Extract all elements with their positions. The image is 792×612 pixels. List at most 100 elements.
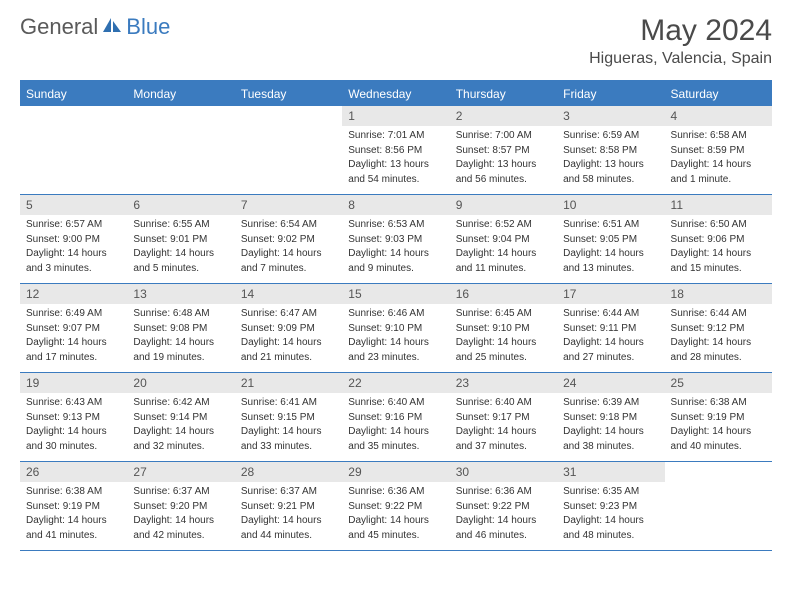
week-row: 5Sunrise: 6:57 AMSunset: 9:00 PMDaylight… xyxy=(20,195,772,284)
daylight-text: and 1 minute. xyxy=(671,173,766,187)
day-cell: 17Sunrise: 6:44 AMSunset: 9:11 PMDayligh… xyxy=(557,284,664,372)
daylight-text: and 33 minutes. xyxy=(241,440,336,454)
daylight-text: Daylight: 14 hours xyxy=(563,247,658,261)
day-cell: 20Sunrise: 6:42 AMSunset: 9:14 PMDayligh… xyxy=(127,373,234,461)
daylight-text: and 30 minutes. xyxy=(26,440,121,454)
sunrise-text: Sunrise: 6:45 AM xyxy=(456,307,551,321)
sunset-text: Sunset: 9:02 PM xyxy=(241,233,336,247)
day-cell: 1Sunrise: 7:01 AMSunset: 8:56 PMDaylight… xyxy=(342,106,449,194)
daylight-text: and 54 minutes. xyxy=(348,173,443,187)
day-number: 29 xyxy=(342,462,449,482)
day-body: Sunrise: 6:58 AMSunset: 8:59 PMDaylight:… xyxy=(665,126,772,191)
day-number: 3 xyxy=(557,106,664,126)
day-body: Sunrise: 6:44 AMSunset: 9:11 PMDaylight:… xyxy=(557,304,664,369)
day-cell: 13Sunrise: 6:48 AMSunset: 9:08 PMDayligh… xyxy=(127,284,234,372)
sunrise-text: Sunrise: 6:43 AM xyxy=(26,396,121,410)
day-header: Wednesday xyxy=(342,82,449,106)
sunrise-text: Sunrise: 6:40 AM xyxy=(348,396,443,410)
sunset-text: Sunset: 9:23 PM xyxy=(563,500,658,514)
day-cell: 29Sunrise: 6:36 AMSunset: 9:22 PMDayligh… xyxy=(342,462,449,550)
sunset-text: Sunset: 9:11 PM xyxy=(563,322,658,336)
sunrise-text: Sunrise: 7:01 AM xyxy=(348,129,443,143)
day-cell: 23Sunrise: 6:40 AMSunset: 9:17 PMDayligh… xyxy=(450,373,557,461)
sunset-text: Sunset: 9:08 PM xyxy=(133,322,228,336)
sunset-text: Sunset: 9:21 PM xyxy=(241,500,336,514)
daylight-text: and 27 minutes. xyxy=(563,351,658,365)
daylight-text: and 7 minutes. xyxy=(241,262,336,276)
daylight-text: Daylight: 13 hours xyxy=(563,158,658,172)
sunrise-text: Sunrise: 6:41 AM xyxy=(241,396,336,410)
day-number: 6 xyxy=(127,195,234,215)
day-cell: 18Sunrise: 6:44 AMSunset: 9:12 PMDayligh… xyxy=(665,284,772,372)
sunset-text: Sunset: 9:13 PM xyxy=(26,411,121,425)
sunrise-text: Sunrise: 6:51 AM xyxy=(563,218,658,232)
daylight-text: Daylight: 14 hours xyxy=(671,158,766,172)
page-header: General Blue May 2024 Higueras, Valencia… xyxy=(0,0,792,74)
day-body: Sunrise: 6:38 AMSunset: 9:19 PMDaylight:… xyxy=(20,482,127,547)
daylight-text: Daylight: 14 hours xyxy=(133,247,228,261)
daylight-text: and 46 minutes. xyxy=(456,529,551,543)
day-number: 1 xyxy=(342,106,449,126)
day-number: 16 xyxy=(450,284,557,304)
daylight-text: and 42 minutes. xyxy=(133,529,228,543)
sunset-text: Sunset: 8:58 PM xyxy=(563,144,658,158)
day-number: 28 xyxy=(235,462,342,482)
empty-day xyxy=(127,106,234,194)
day-number: 18 xyxy=(665,284,772,304)
daylight-text: Daylight: 14 hours xyxy=(26,247,121,261)
day-body: Sunrise: 6:49 AMSunset: 9:07 PMDaylight:… xyxy=(20,304,127,369)
day-cell: 6Sunrise: 6:55 AMSunset: 9:01 PMDaylight… xyxy=(127,195,234,283)
day-body: Sunrise: 6:47 AMSunset: 9:09 PMDaylight:… xyxy=(235,304,342,369)
day-number: 8 xyxy=(342,195,449,215)
sunset-text: Sunset: 9:16 PM xyxy=(348,411,443,425)
daylight-text: and 44 minutes. xyxy=(241,529,336,543)
daylight-text: and 21 minutes. xyxy=(241,351,336,365)
day-body: Sunrise: 6:36 AMSunset: 9:22 PMDaylight:… xyxy=(342,482,449,547)
day-number: 25 xyxy=(665,373,772,393)
day-body: Sunrise: 6:59 AMSunset: 8:58 PMDaylight:… xyxy=(557,126,664,191)
daylight-text: Daylight: 14 hours xyxy=(133,425,228,439)
empty-day xyxy=(665,462,772,550)
daylight-text: and 48 minutes. xyxy=(563,529,658,543)
sunset-text: Sunset: 9:05 PM xyxy=(563,233,658,247)
sunrise-text: Sunrise: 6:40 AM xyxy=(456,396,551,410)
daylight-text: Daylight: 14 hours xyxy=(456,247,551,261)
calendar: SundayMondayTuesdayWednesdayThursdayFrid… xyxy=(20,80,772,551)
day-cell: 8Sunrise: 6:53 AMSunset: 9:03 PMDaylight… xyxy=(342,195,449,283)
day-body: Sunrise: 6:41 AMSunset: 9:15 PMDaylight:… xyxy=(235,393,342,458)
sunset-text: Sunset: 9:10 PM xyxy=(456,322,551,336)
day-number: 31 xyxy=(557,462,664,482)
day-number: 23 xyxy=(450,373,557,393)
daylight-text: Daylight: 14 hours xyxy=(26,514,121,528)
daylight-text: Daylight: 14 hours xyxy=(133,336,228,350)
day-cell: 2Sunrise: 7:00 AMSunset: 8:57 PMDaylight… xyxy=(450,106,557,194)
title-block: May 2024 Higueras, Valencia, Spain xyxy=(589,14,772,68)
day-body: Sunrise: 6:44 AMSunset: 9:12 PMDaylight:… xyxy=(665,304,772,369)
day-cell: 14Sunrise: 6:47 AMSunset: 9:09 PMDayligh… xyxy=(235,284,342,372)
sunrise-text: Sunrise: 6:44 AM xyxy=(671,307,766,321)
daylight-text: and 45 minutes. xyxy=(348,529,443,543)
day-body: Sunrise: 6:38 AMSunset: 9:19 PMDaylight:… xyxy=(665,393,772,458)
daylight-text: and 17 minutes. xyxy=(26,351,121,365)
daylight-text: and 37 minutes. xyxy=(456,440,551,454)
daylight-text: and 56 minutes. xyxy=(456,173,551,187)
day-cell: 5Sunrise: 6:57 AMSunset: 9:00 PMDaylight… xyxy=(20,195,127,283)
day-cell: 24Sunrise: 6:39 AMSunset: 9:18 PMDayligh… xyxy=(557,373,664,461)
day-number: 15 xyxy=(342,284,449,304)
sunrise-text: Sunrise: 6:58 AM xyxy=(671,129,766,143)
day-body: Sunrise: 6:57 AMSunset: 9:00 PMDaylight:… xyxy=(20,215,127,280)
daylight-text: Daylight: 14 hours xyxy=(241,425,336,439)
day-number: 11 xyxy=(665,195,772,215)
day-number: 30 xyxy=(450,462,557,482)
daylight-text: and 41 minutes. xyxy=(26,529,121,543)
sunrise-text: Sunrise: 6:48 AM xyxy=(133,307,228,321)
logo: General Blue xyxy=(20,14,170,40)
day-cell: 25Sunrise: 6:38 AMSunset: 9:19 PMDayligh… xyxy=(665,373,772,461)
sunset-text: Sunset: 9:01 PM xyxy=(133,233,228,247)
day-header: Thursday xyxy=(450,82,557,106)
week-row: 1Sunrise: 7:01 AMSunset: 8:56 PMDaylight… xyxy=(20,106,772,195)
daylight-text: and 38 minutes. xyxy=(563,440,658,454)
day-body: Sunrise: 6:37 AMSunset: 9:21 PMDaylight:… xyxy=(235,482,342,547)
day-body: Sunrise: 6:42 AMSunset: 9:14 PMDaylight:… xyxy=(127,393,234,458)
day-body: Sunrise: 6:37 AMSunset: 9:20 PMDaylight:… xyxy=(127,482,234,547)
